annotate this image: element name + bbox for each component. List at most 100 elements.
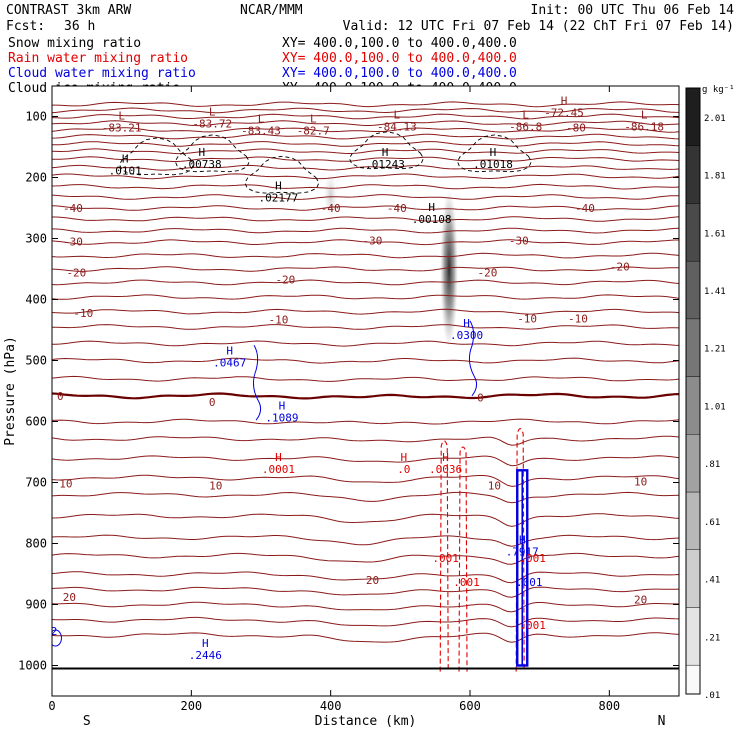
extremum-mark: H [275, 451, 282, 464]
model-label: CONTRAST 3km ARW [6, 3, 131, 18]
temperature-contour [52, 113, 679, 120]
extremum-value: -86.18 [624, 120, 664, 133]
valid-time-label: Valid: 12 UTC Fri 07 Feb 14 (22 ChT Fri … [343, 19, 734, 34]
colorbar-tick-label: .41 [704, 576, 720, 586]
temperature-contour [52, 194, 679, 200]
min-max-label: L-86.8 [509, 108, 542, 133]
field-contour-label: 2 [51, 625, 58, 638]
contour-label: -30 [363, 234, 383, 247]
extremum-value: .02177 [259, 192, 299, 205]
temperature-contour [52, 357, 679, 364]
y-tick-label: 600 [25, 415, 47, 429]
extremum-value: .0036 [429, 463, 462, 476]
rain-water-contour [458, 446, 468, 672]
extremum-mark: H [519, 534, 526, 547]
y-tick-label: 400 [25, 293, 47, 307]
x-tick-label: 600 [459, 699, 481, 713]
temperature-contour [52, 340, 679, 347]
colorbar-tick-label: .81 [704, 460, 720, 470]
contour-label: -40 [63, 202, 83, 215]
contour-label: -20 [66, 267, 86, 280]
min-max-label: L-83.43 [241, 113, 281, 138]
contour-label: -40 [321, 202, 341, 215]
extremum-mark: L [118, 110, 125, 123]
extremum-mark: H [275, 180, 282, 193]
colorbar-tick-label: 1.81 [704, 172, 726, 182]
cloud-ice-contour [348, 131, 424, 170]
field-section-coords: XY= 400.0,100.0 to 400.0,400.0 [282, 51, 517, 66]
contour-label: -10 [568, 312, 588, 325]
min-max-label: H.0 [397, 451, 410, 476]
temperature-contour [52, 156, 679, 162]
cloud-water-contour [253, 344, 262, 421]
colorbar-swatch [685, 491, 701, 550]
x-axis-label: Distance (km) [315, 714, 417, 729]
min-max-label: H.0001 [262, 451, 295, 476]
colorbar-swatch [685, 607, 701, 666]
extremum-value: .01018 [473, 158, 513, 171]
org-label: NCAR/MMM [240, 3, 303, 18]
field-name: Rain water mixing ratio [8, 51, 188, 66]
extremum-value: -83.43 [241, 125, 281, 138]
temperature-contour [52, 455, 679, 467]
colorbar-tick-label: 1.21 [704, 345, 726, 355]
field-contour-label: .001 [519, 619, 546, 632]
temperature-contour [52, 133, 679, 140]
extremum-value: -83.21 [102, 122, 142, 135]
min-max-label: H.0300 [450, 317, 483, 342]
plot-frame [51, 85, 680, 697]
temperature-contour [52, 127, 679, 133]
contour-label: 10 [634, 475, 647, 488]
colorbar-swatch [685, 376, 701, 435]
contour-label: -20 [275, 273, 295, 286]
temperature-contour [52, 571, 679, 584]
extremum-value: -84.13 [377, 120, 417, 133]
colorbar-tick-label: .01 [704, 691, 720, 701]
min-max-label: H.00738 [182, 146, 222, 171]
extremum-value: .0467 [213, 356, 246, 369]
cloud-ice-contour [456, 134, 532, 173]
extremum-mark: L [641, 108, 648, 121]
colorbar-swatch [685, 318, 701, 377]
contour-label: 0 [209, 396, 216, 409]
contour-label: -30 [509, 234, 529, 247]
min-max-label: H.2446 [189, 637, 222, 662]
extremum-value: .1089 [265, 411, 298, 424]
contour-label: -20 [610, 261, 630, 274]
min-max-label: H.0101 [109, 152, 142, 177]
cloud-ice-contour [174, 134, 250, 173]
temperature-contour [52, 308, 679, 315]
x-tick-label: 400 [320, 699, 342, 713]
temperature-contour [52, 120, 679, 127]
colorbar-swatch [685, 203, 701, 262]
contour-label: -10 [517, 312, 537, 325]
field-contour-label: .001 [432, 552, 459, 565]
cloud-water-contour [468, 320, 478, 397]
extremum-value: .7917 [506, 546, 539, 559]
temperature-contour [52, 266, 679, 272]
y-tick-label: 1000 [18, 659, 47, 673]
cloud-ice-contour [244, 155, 320, 194]
extremum-value: .01243 [365, 158, 405, 171]
temperature-contour [52, 279, 679, 286]
y-tick-label: 300 [25, 232, 47, 246]
extremum-mark: H [279, 399, 286, 412]
colorbar-tick-label: 1.61 [704, 229, 726, 239]
colorbar-swatch [685, 260, 701, 320]
extremum-mark: L [209, 105, 216, 118]
contour-label: 10 [59, 478, 72, 491]
extremum-mark: H [442, 451, 449, 464]
temperature-contour [52, 252, 679, 259]
axes: 0 200 400 600 800100200300400500600700800900… [3, 85, 680, 729]
extremum-mark: L [310, 113, 317, 126]
extremum-mark: H [463, 317, 470, 330]
temperature-contour [52, 101, 679, 108]
cloud-water-contour [52, 629, 62, 647]
field-contour-label: .001 [453, 576, 480, 589]
temperature-contour [52, 107, 679, 114]
min-max-label: H.01243 [365, 146, 405, 171]
extremum-value: .0 [397, 463, 410, 476]
extremum-mark: H [382, 146, 389, 159]
extremum-mark: L [522, 108, 529, 121]
temperature-contour [52, 148, 679, 155]
